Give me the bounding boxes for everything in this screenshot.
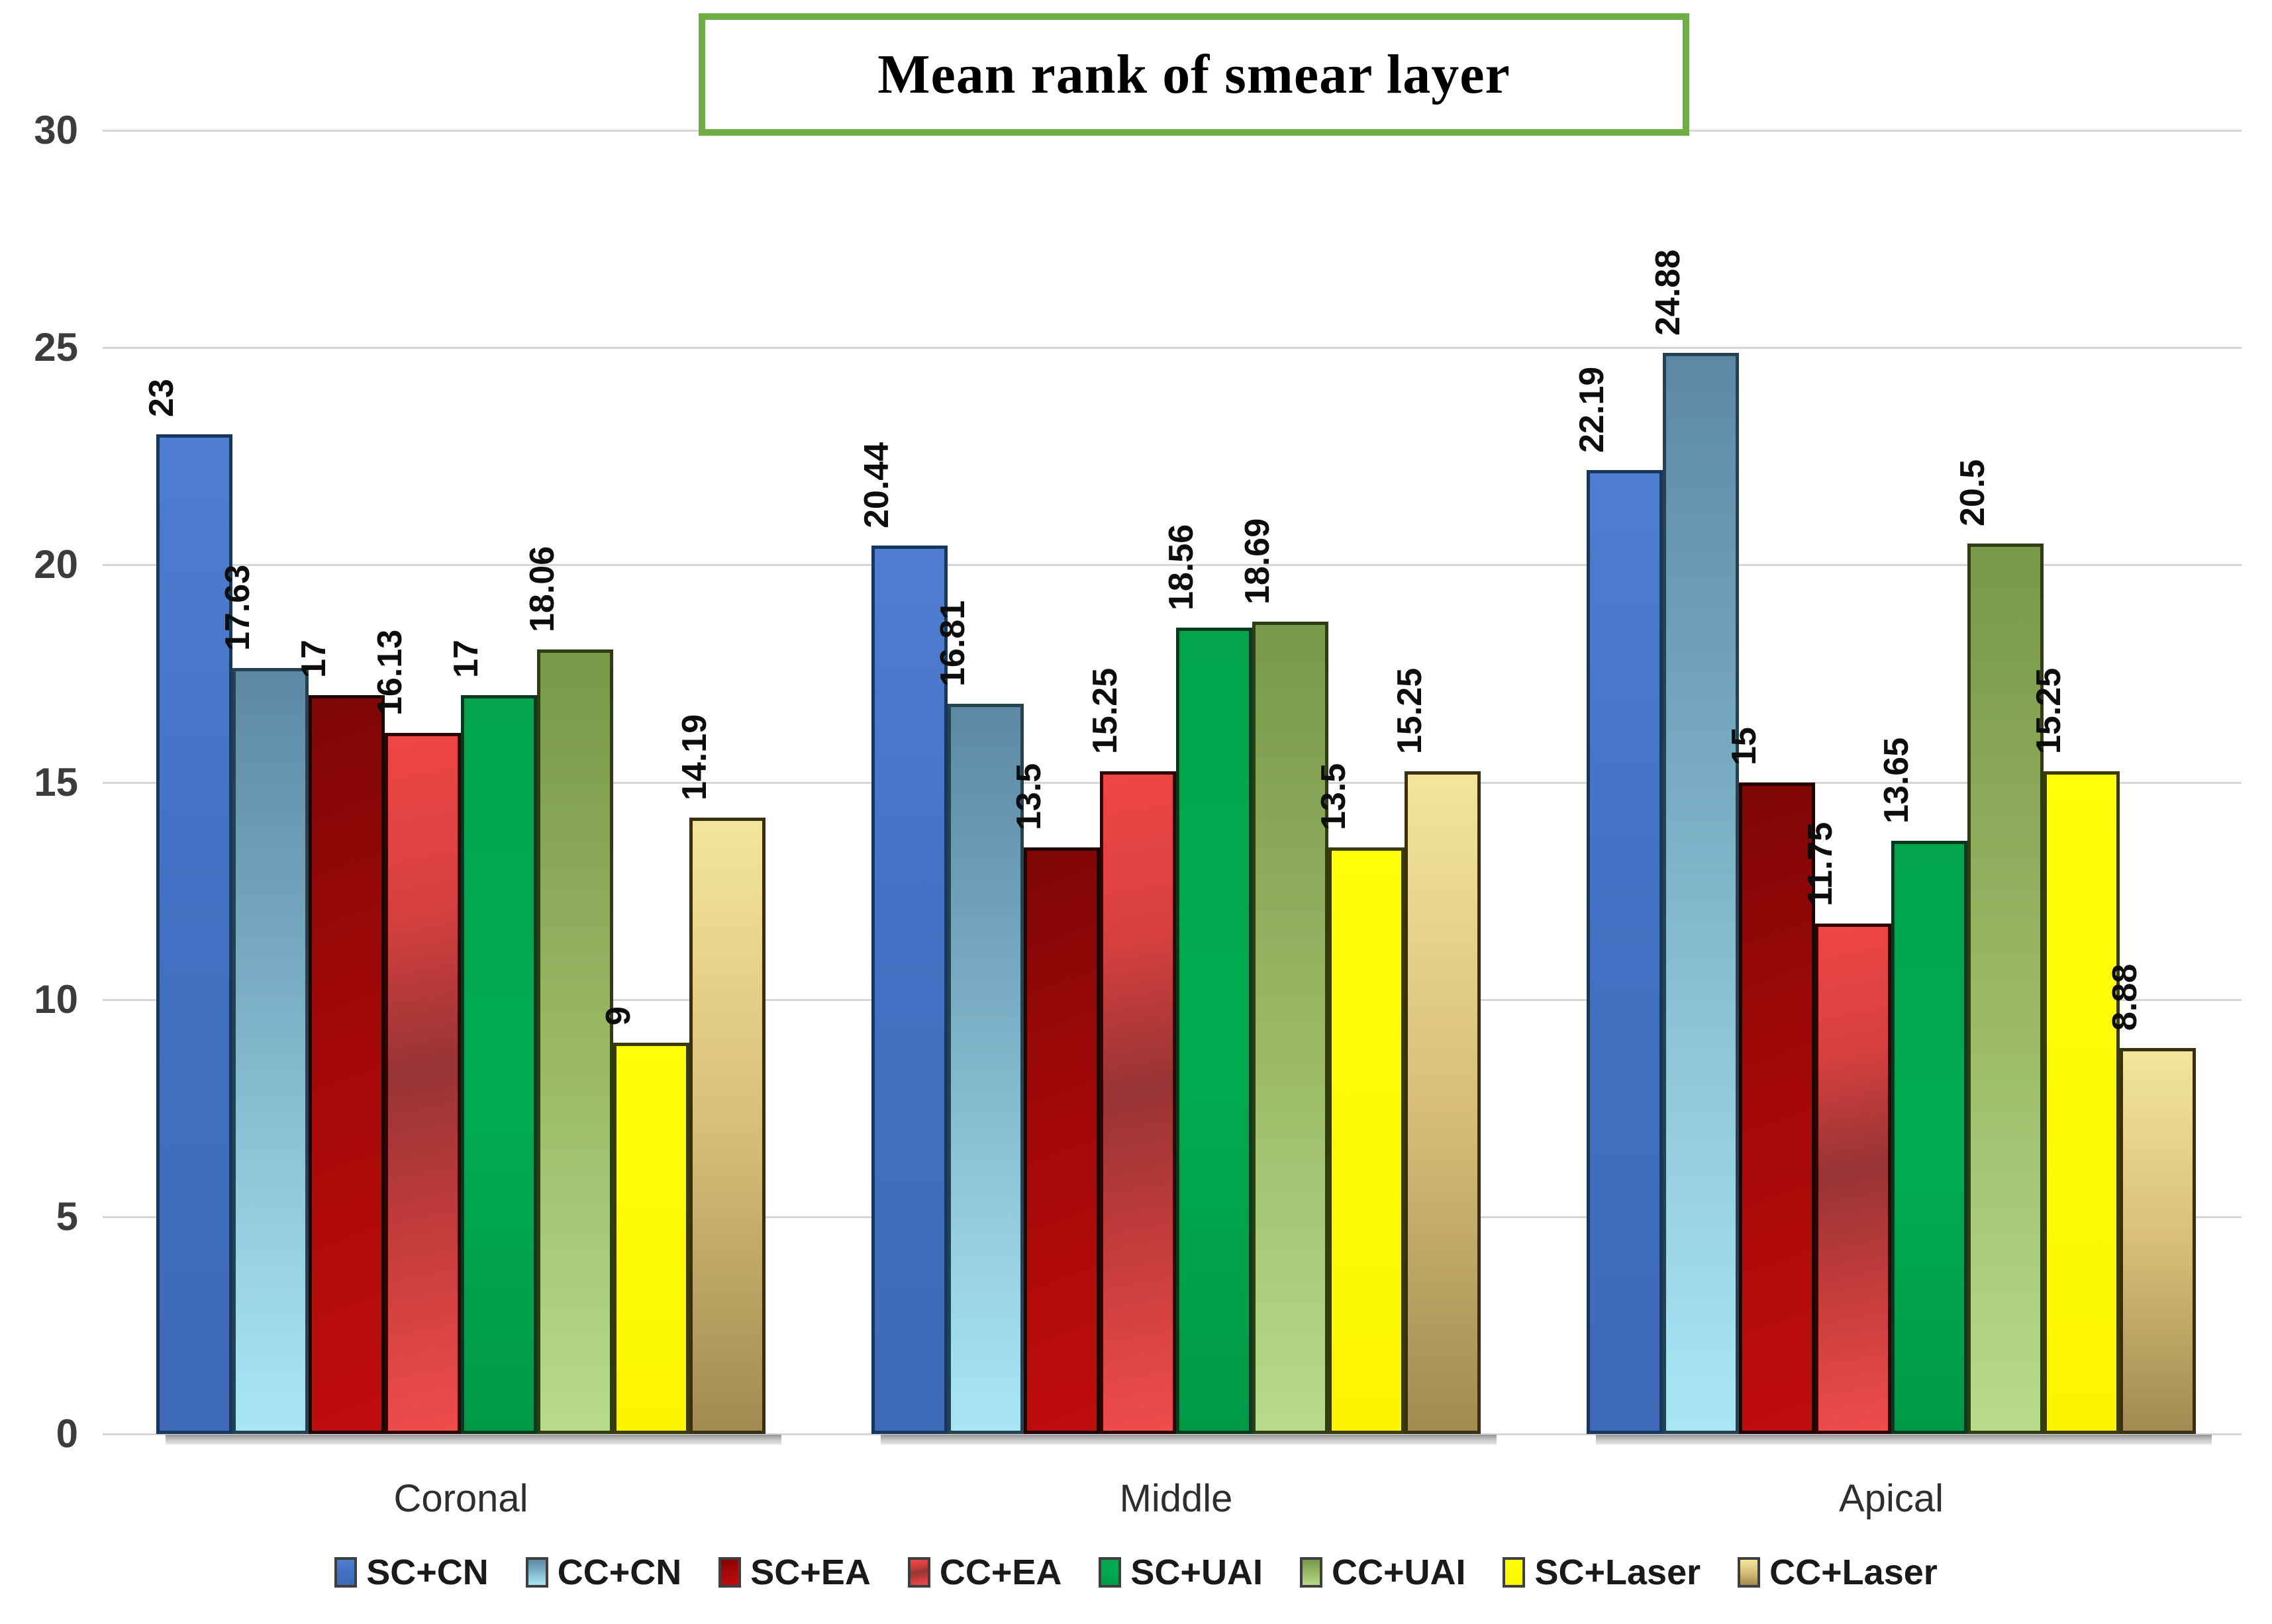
- chart-title-box: Mean rank of smear layer: [699, 13, 1689, 136]
- legend-label: CC+EA: [939, 1552, 1062, 1592]
- bar-value-label: 24.88: [1648, 249, 1687, 336]
- bar-value-label: 15.25: [1085, 667, 1124, 755]
- group-shadow: [166, 1435, 781, 1445]
- bar-value-label: 20.5: [1953, 459, 1992, 526]
- legend-label: SC+EA: [750, 1552, 871, 1592]
- legend-swatch-icon: [1503, 1557, 1526, 1588]
- bar-value-label: 18.06: [522, 546, 562, 632]
- bar-value-label: 16.13: [370, 630, 409, 716]
- legend-item-CC+UAI: CC+UAI: [1299, 1552, 1466, 1592]
- bar-CC+EA-Coronal: [385, 733, 461, 1434]
- bar-SC+CN-Coronal: [156, 434, 232, 1434]
- legend-swatch-icon: [1299, 1557, 1322, 1588]
- bar-SC+Laser-Apical: [2044, 771, 2120, 1434]
- group-shadow: [1596, 1435, 2212, 1445]
- bar-value-label: 20.44: [857, 442, 896, 529]
- legend-swatch-icon: [334, 1557, 358, 1588]
- bar-value-label: 11.75: [1801, 822, 1840, 906]
- bar-SC+CN-Apical: [1587, 469, 1663, 1434]
- bar-CC+UAI-Coronal: [537, 649, 613, 1434]
- legend-item-SC+CN: SC+CN: [334, 1553, 489, 1592]
- legend-item-CC+CN: CC+CN: [525, 1552, 682, 1592]
- bar-value-label: 18.69: [1238, 518, 1277, 605]
- legend-item-SC+UAI: SC+UAI: [1099, 1553, 1263, 1592]
- legend-item-CC+Laser: CC+Laser: [1738, 1553, 1938, 1592]
- y-tick-label: 5: [56, 1194, 78, 1239]
- y-tick-label: 0: [56, 1411, 78, 1456]
- y-tick-label: 30: [34, 108, 78, 152]
- y-tick-label: 25: [34, 325, 78, 370]
- category-label-Coronal: Coronal: [393, 1477, 528, 1520]
- legend-item-CC+EA: CC+EA: [907, 1552, 1062, 1592]
- bar-CC+CN-Coronal: [232, 667, 309, 1434]
- bar-value-label: 14.19: [675, 714, 714, 800]
- bar-SC+Laser-Middle: [1328, 847, 1405, 1434]
- bar-value-label: 17.63: [218, 564, 257, 651]
- bar-CC+EA-Apical: [1815, 923, 1891, 1434]
- bar-value-label: 16.81: [933, 600, 972, 687]
- bar-CC+EA-Middle: [1100, 771, 1176, 1434]
- gridline-y-20: [103, 564, 2242, 567]
- bar-value-label: 15.25: [2029, 667, 2068, 755]
- chart-title: Mean rank of smear layer: [877, 44, 1510, 105]
- bar-CC+UAI-Apical: [1967, 543, 2044, 1434]
- y-tick-label: 10: [34, 977, 78, 1022]
- category-label-Middle: Middle: [1119, 1477, 1233, 1520]
- gridline-y-25: [103, 347, 2242, 350]
- bar-CC+Laser-Coronal: [689, 817, 766, 1434]
- bar-value-label: 13.5: [1009, 763, 1048, 830]
- group-shadow: [881, 1435, 1497, 1445]
- y-tick-label: 20: [34, 542, 78, 587]
- legend-label: CC+UAI: [1331, 1552, 1466, 1592]
- bar-CC+Laser-Middle: [1405, 771, 1481, 1434]
- bar-SC+EA-Middle: [1024, 847, 1100, 1434]
- legend-item-SC+Laser: SC+Laser: [1503, 1553, 1701, 1592]
- legend-swatch-icon: [1099, 1557, 1122, 1588]
- legend-label: SC+UAI: [1130, 1552, 1263, 1592]
- bar-value-label: 15.25: [1390, 667, 1429, 755]
- bar-SC+UAI-Coronal: [461, 695, 537, 1434]
- bar-SC+EA-Apical: [1739, 782, 1815, 1434]
- bar-CC+CN-Middle: [948, 703, 1024, 1434]
- gridline-y-0: [103, 1433, 2242, 1435]
- category-label-Apical: Apical: [1839, 1477, 1944, 1520]
- legend: SC+CN CC+CN SC+EA CC+EA SC+UAI CC+UAI SC+Laser…: [0, 1553, 2272, 1592]
- legend-swatch-icon: [718, 1557, 742, 1588]
- bar-CC+Laser-Apical: [2120, 1048, 2196, 1434]
- legend-label: SC+CN: [366, 1552, 489, 1592]
- bar-SC+Laser-Coronal: [613, 1043, 689, 1434]
- legend-swatch-icon: [907, 1557, 930, 1588]
- y-tick-label: 15: [34, 759, 78, 804]
- bar-value-label: 13.65: [1877, 737, 1916, 824]
- bar-value-label: 13.5: [1314, 763, 1353, 830]
- bar-value-label: 17: [294, 640, 333, 679]
- legend-label: SC+Laser: [1534, 1552, 1701, 1592]
- bar-CC+CN-Apical: [1663, 353, 1739, 1434]
- bar-SC+UAI-Apical: [1891, 841, 1967, 1434]
- legend-item-SC+EA: SC+EA: [718, 1553, 871, 1592]
- bar-CC+UAI-Middle: [1252, 622, 1328, 1434]
- bar-value-label: 15: [1724, 726, 1763, 765]
- legend-swatch-icon: [1738, 1557, 1761, 1588]
- legend-label: CC+CN: [557, 1552, 682, 1592]
- bar-value-label: 18.56: [1161, 524, 1201, 610]
- bar-SC+EA-Coronal: [309, 695, 385, 1434]
- bar-value-label: 17: [446, 640, 485, 679]
- bar-value-label: 9: [599, 1006, 638, 1026]
- bar-value-label: 22.19: [1572, 366, 1611, 453]
- bar-value-label: 23: [142, 379, 181, 418]
- bar-SC+UAI-Middle: [1176, 627, 1252, 1434]
- bar-value-label: 8.88: [2105, 963, 2144, 1031]
- bar-SC+CN-Middle: [871, 546, 948, 1434]
- legend-swatch-icon: [525, 1557, 548, 1588]
- legend-label: CC+Laser: [1769, 1552, 1938, 1592]
